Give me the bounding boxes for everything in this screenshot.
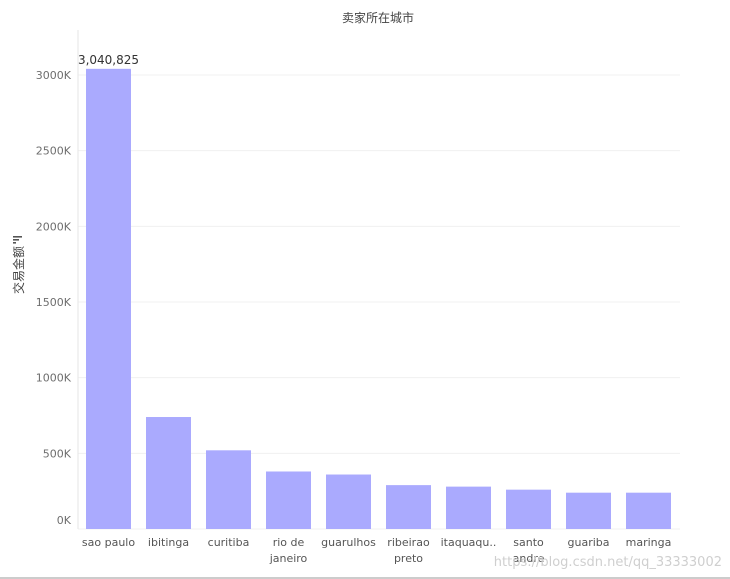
y-tick-label: 3000K [36, 69, 72, 82]
x-tick-label: janeiro [269, 552, 308, 565]
bar[interactable] [206, 450, 251, 529]
x-tick-label: curitiba [208, 536, 250, 549]
chart-title: 卖家所在城市 [342, 10, 414, 25]
bar[interactable] [506, 489, 551, 529]
bar[interactable] [266, 471, 311, 529]
bar[interactable] [326, 474, 371, 529]
x-tick-label: rio de [273, 536, 305, 549]
bar[interactable] [146, 417, 191, 529]
y-tick-label: 0K [57, 514, 72, 527]
y-tick-label: 1500K [36, 296, 72, 309]
y-tick-label: 2000K [36, 220, 72, 233]
y-axis-label: 交易金额 [11, 246, 26, 294]
bar[interactable] [86, 68, 131, 530]
y-tick-label: 1000K [36, 372, 72, 385]
x-tick-label: maringa [626, 536, 672, 549]
x-tick-label: santo [513, 536, 544, 549]
bar[interactable] [566, 492, 611, 529]
data-labels: 3,040,825 [78, 53, 139, 67]
bars [86, 68, 671, 530]
sort-descending-icon[interactable] [13, 236, 22, 244]
y-axis-title: 交易金额 [11, 246, 26, 294]
x-axis-labels: sao paulo ibitinga curitiba rio de janeiro gu… [82, 536, 671, 565]
y-tick-label: 2500K [36, 145, 72, 158]
watermark: https://blog.csdn.net/qq_33333002 [494, 555, 722, 570]
x-tick-label: guarulhos [321, 536, 376, 549]
y-tick-label: 500K [43, 447, 72, 460]
x-tick-label: sao paulo [82, 536, 135, 549]
data-label: 3,040,825 [78, 53, 139, 67]
x-tick-label: guariba [568, 536, 610, 549]
x-tick-label: preto [394, 552, 423, 565]
x-tick-label: andre [513, 552, 545, 565]
bar[interactable] [386, 485, 431, 529]
x-tick-label: itaquaqu.. [441, 536, 497, 549]
bar[interactable] [626, 492, 671, 529]
y-axis-ticks: 0K 500K 1000K 1500K 2000K 2500K 3000K [36, 69, 72, 527]
bar[interactable] [446, 486, 491, 529]
x-tick-label: ribeirao [387, 536, 430, 549]
x-tick-label: ibitinga [148, 536, 189, 549]
